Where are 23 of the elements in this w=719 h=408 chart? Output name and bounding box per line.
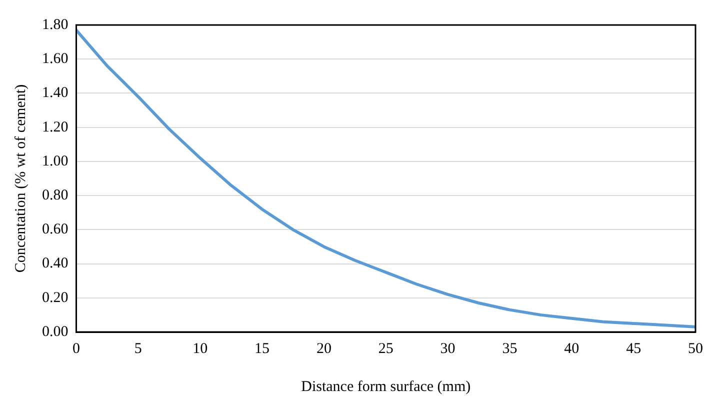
x-tick-label: 0: [72, 340, 80, 357]
x-tick-label: 20: [316, 340, 332, 357]
x-tick-label: 45: [626, 340, 642, 357]
y-tick-label: 1.60: [42, 51, 68, 68]
x-tick-label: 30: [440, 340, 456, 357]
x-axis-title: Distance form surface (mm): [301, 378, 471, 395]
y-tick-label: 0.80: [42, 187, 68, 204]
y-tick-label: 0.00: [42, 324, 68, 340]
y-tick-label: 0.20: [42, 290, 68, 306]
x-tick-label: 15: [254, 340, 270, 357]
x-tick-label: 50: [688, 340, 703, 357]
y-tick-label: 1.20: [42, 119, 68, 136]
y-tick-label: 1.80: [42, 16, 68, 33]
x-tick-label: 35: [502, 340, 518, 357]
y-tick-label: 1.40: [42, 85, 68, 102]
y-tick-label: 0.40: [42, 256, 68, 272]
y-tick-label: 0.60: [42, 222, 68, 238]
x-tick-label: 10: [192, 340, 208, 357]
y-tick-label: 1.00: [42, 153, 68, 170]
x-tick-label: 5: [134, 340, 142, 357]
x-tick-label: 25: [378, 340, 394, 357]
x-tick-label: 40: [564, 340, 580, 357]
y-axis-title: Concentation (% wt of cement): [12, 84, 29, 273]
